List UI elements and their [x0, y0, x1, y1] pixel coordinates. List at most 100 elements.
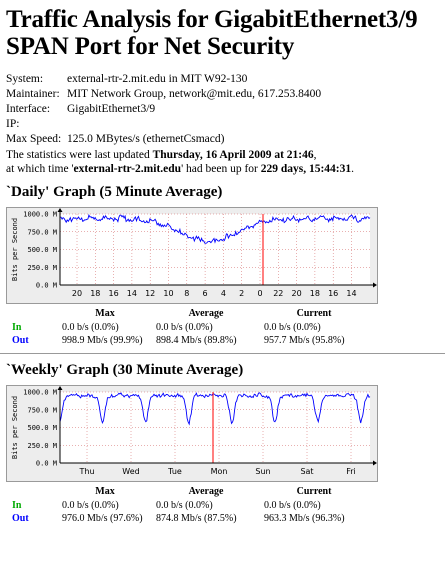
y-tick-label: 750.0 M — [27, 406, 57, 414]
legend-spacer — [6, 308, 58, 321]
y-axis-label: Bits per Second — [11, 396, 19, 459]
stats-updated: Thursday, 16 April 2009 at 21:46 — [152, 149, 314, 161]
stats-line2-suffix: . — [351, 163, 355, 175]
info-row-maintainer: Maintainer: MIT Network Group, network@m… — [6, 88, 321, 103]
legend-row-in: In 0.0 b/s (0.0%) 0.0 b/s (0.0%) 0.0 b/s… — [6, 499, 368, 512]
weekly-legend: Max Average Current In 0.0 b/s (0.0%) 0.… — [6, 486, 368, 525]
x-tick-label: Fri — [346, 467, 356, 476]
x-tick-label: 12 — [145, 289, 155, 298]
x-tick-label: 18 — [310, 289, 320, 298]
x-tick-label: 14 — [127, 289, 137, 298]
x-tick-label: Sun — [255, 467, 270, 476]
info-key: Max Speed: — [6, 133, 62, 145]
legend-value: 0.0 b/s (0.0%) — [156, 322, 213, 333]
stats-router: external-rtr-2.mit.edu — [73, 163, 182, 175]
legend-header-average: Average — [188, 308, 224, 319]
info-key: IP: — [6, 118, 20, 130]
y-tick-label: 250.0 M — [27, 264, 57, 272]
legend-value: 0.0 b/s (0.0%) — [156, 500, 213, 511]
legend-label-in: In — [12, 322, 22, 333]
plot-area — [60, 214, 370, 285]
series-out-line — [59, 392, 371, 426]
daily-graph-frame: Bits per Second 1000.0 M 750.0 M 500.0 M 250… — [6, 207, 378, 304]
series-out-line — [59, 213, 371, 244]
legend-header-average: Average — [188, 486, 224, 497]
x-tick-label: 14 — [346, 289, 356, 298]
info-row-max-speed: Max Speed: 125.0 MBytes/s (ethernetCsmac… — [6, 133, 321, 148]
legend-value: 874.8 Mb/s (87.5%) — [156, 513, 237, 524]
page-title: Traffic Analysis for GigabitEthernet3/9 … — [6, 6, 445, 60]
legend-spacer — [6, 486, 58, 499]
x-tick-label: 4 — [221, 289, 226, 298]
x-tick-label: 16 — [109, 289, 119, 298]
info-key: Maintainer: — [6, 88, 60, 100]
stats-prefix: The statistics were last updated — [6, 149, 153, 161]
x-tick-label: Wed — [122, 467, 139, 476]
x-tick-label: 20 — [292, 289, 302, 298]
info-row-interface: Interface: GigabitEthernet3/9 — [6, 103, 321, 118]
title-line-2: SPAN Port for Net Security — [6, 33, 295, 60]
stats-line-2: at which time 'external-rtr-2.mit.edu' h… — [6, 162, 445, 176]
x-axis-arrow — [373, 460, 377, 466]
y-tick-label: 1000.0 M — [23, 211, 57, 219]
stats-uptime: 229 days, 15:44:31 — [260, 163, 352, 175]
y-axis-arrow — [57, 386, 63, 390]
y-tick-label: 0.0 M — [36, 282, 57, 290]
weekly-graph-svg: Bits per Second 1000.0 M 750.0 M 500.0 M 250… — [11, 386, 377, 476]
x-tick-label: Thu — [78, 467, 94, 476]
x-tick-label: 22 — [273, 289, 283, 298]
x-tick-label: 20 — [72, 289, 82, 298]
x-tick-label: 18 — [90, 289, 100, 298]
stats-line2-mid: ' had been up for — [181, 163, 261, 175]
y-tick-label: 0.0 M — [36, 460, 57, 468]
legend-row-out: Out 976.0 Mb/s (97.6%) 874.8 Mb/s (87.5%… — [6, 512, 368, 525]
legend-header-current: Current — [296, 308, 332, 319]
x-tick-label: 10 — [163, 289, 173, 298]
x-tick-label: Mon — [211, 467, 228, 476]
y-tick-label: 1000.0 M — [23, 389, 57, 397]
daily-legend: Max Average Current In 0.0 b/s (0.0%) 0.… — [6, 308, 368, 347]
x-tick-label: Tue — [167, 467, 182, 476]
info-value — [67, 118, 321, 133]
section-divider — [0, 353, 445, 354]
legend-value: 957.7 Mb/s (95.8%) — [264, 335, 345, 346]
y-tick-label: 750.0 M — [27, 228, 57, 236]
legend-header-max: Max — [95, 486, 115, 497]
legend-label-out: Out — [12, 513, 29, 524]
y-tick-label: 500.0 M — [27, 246, 57, 254]
info-value: GigabitEthernet3/9 — [67, 103, 156, 115]
legend-value: 0.0 b/s (0.0%) — [62, 500, 119, 511]
x-axis-arrow — [373, 282, 377, 288]
legend-value: 963.3 Mb/s (96.3%) — [264, 513, 345, 524]
weekly-graph: Bits per Second 1000.0 M 750.0 M 500.0 M 250… — [6, 385, 445, 482]
legend-label-in: In — [12, 500, 22, 511]
y-tick-label: 500.0 M — [27, 424, 57, 432]
info-row-system: System: external-rtr-2.mit.edu in MIT W9… — [6, 73, 321, 88]
legend-value: 898.4 Mb/s (89.8%) — [156, 335, 237, 346]
legend-value: 976.0 Mb/s (97.6%) — [62, 513, 143, 524]
legend-value: 0.0 b/s (0.0%) — [264, 500, 321, 511]
legend-row-out: Out 998.9 Mb/s (99.9%) 898.4 Mb/s (89.8%… — [6, 334, 368, 347]
x-tick-label: Sat — [300, 467, 313, 476]
info-value: MIT Network Group, network@mit.edu, 617.… — [67, 88, 322, 100]
stats-line2-prefix: at which time ' — [6, 163, 74, 175]
info-table: System: external-rtr-2.mit.edu in MIT W9… — [6, 73, 321, 148]
weekly-graph-heading: `Weekly' Graph (30 Minute Average) — [6, 362, 244, 378]
x-tick-label: 2 — [239, 289, 244, 298]
y-tick-label: 250.0 M — [27, 442, 57, 450]
legend-value: 0.0 b/s (0.0%) — [264, 322, 321, 333]
legend-header-current: Current — [296, 486, 332, 497]
title-line-1: Traffic Analysis for GigabitEthernet3/9 — [6, 6, 418, 33]
x-tick-label: 8 — [184, 289, 189, 298]
legend-value: 0.0 b/s (0.0%) — [62, 322, 119, 333]
y-axis-arrow — [57, 208, 63, 212]
info-key: Interface: — [6, 103, 51, 115]
x-tick-label: 0 — [257, 289, 262, 298]
weekly-graph-frame: Bits per Second 1000.0 M 750.0 M 500.0 M 250… — [6, 385, 378, 482]
info-key: System: — [6, 73, 44, 85]
page: Traffic Analysis for GigabitEthernet3/9 … — [0, 6, 445, 525]
legend-label-out: Out — [12, 335, 29, 346]
info-row-ip: IP: — [6, 118, 321, 133]
info-value: 125.0 MBytes/s (ethernetCsmacd) — [67, 133, 225, 145]
